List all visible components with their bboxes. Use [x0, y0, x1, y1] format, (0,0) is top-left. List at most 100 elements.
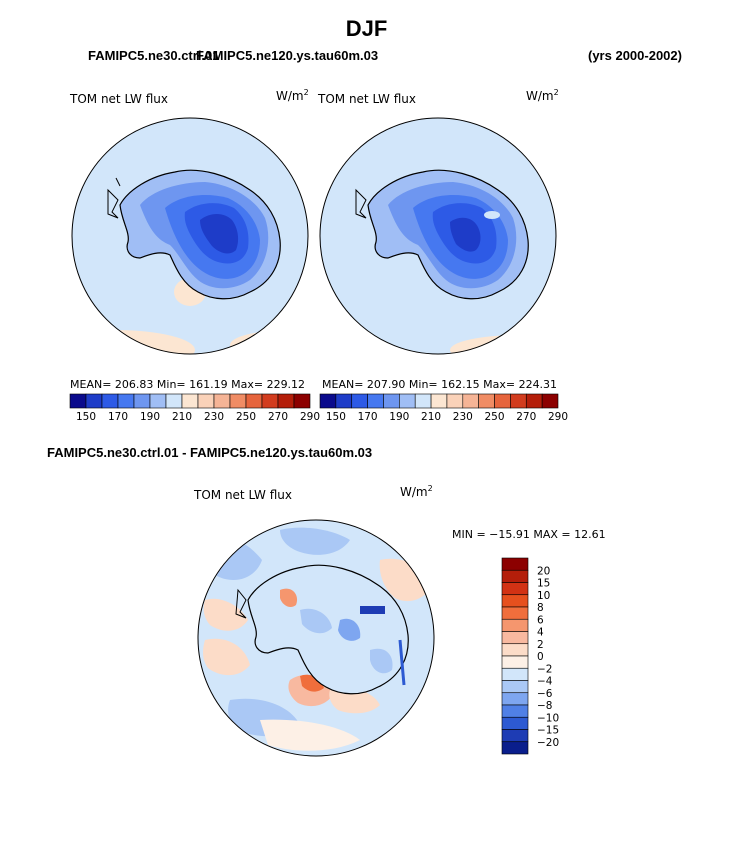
colorbar-swatch [149, 393, 167, 409]
colorbar-tick-label: −2 [537, 663, 552, 675]
diff-map-border [197, 519, 435, 757]
colorbar-tick-label: 230 [204, 411, 224, 423]
colorbar-tick-label: 4 [537, 627, 544, 639]
colorbar-tick-label: 210 [421, 411, 441, 423]
colorbar-swatch [501, 716, 529, 730]
diff-map [198, 520, 434, 756]
colorbar-swatch [293, 393, 311, 409]
colorbar-swatch [319, 393, 337, 409]
colorbar-swatch [399, 393, 416, 409]
colorbar-swatch [501, 680, 529, 694]
colorbar-tick-label: −10 [537, 712, 559, 724]
colorbar-swatch [501, 618, 529, 632]
right-map-border [319, 117, 557, 355]
colorbar-swatch [501, 655, 529, 669]
colorbar-tick-label: 0 [537, 651, 544, 663]
colorbar-tick-label: 150 [326, 411, 346, 423]
colorbar-swatch [133, 393, 151, 409]
left-map-border [71, 117, 309, 355]
colorbar-tick-label: 8 [537, 602, 544, 614]
right-years-label: (yrs 2000-2002) [588, 48, 682, 63]
page-title: DJF [345, 16, 388, 41]
left-units-label: W/m2 [276, 88, 309, 103]
colorbar-swatch [261, 393, 279, 409]
colorbar-swatch [501, 606, 529, 620]
colorbar-swatch [478, 393, 495, 409]
colorbar-swatch [229, 393, 247, 409]
colorbar-swatch [383, 393, 400, 409]
right-map [320, 118, 556, 354]
diff-units-label: W/m2 [400, 484, 433, 499]
colorbar-swatch [101, 393, 119, 409]
right-case-label: FAMIPC5.ne120.ys.tau60m.03 [196, 48, 379, 63]
colorbar-swatch [181, 393, 199, 409]
right-colorbar: 150 170 190 210 230 250 270 290 [319, 393, 568, 423]
colorbar-tick-label: 250 [236, 411, 256, 423]
colorbar-swatch [501, 741, 529, 755]
colorbar-swatch [501, 557, 529, 571]
colorbar-swatch [414, 393, 432, 409]
colorbar-swatch [501, 582, 529, 596]
colorbar-swatch [501, 704, 529, 718]
colorbar-tick-label: 10 [537, 590, 550, 602]
left-colorbar: 150 170 190 210 230 250 270 290 [69, 393, 320, 423]
colorbar-swatch [430, 393, 448, 409]
colorbar-tick-label: 190 [140, 411, 160, 423]
colorbar-tick-label: 150 [76, 411, 96, 423]
colorbar-tick-label: 250 [485, 411, 505, 423]
colorbar-swatch [541, 393, 559, 409]
left-map [72, 118, 308, 354]
right-units-label: W/m2 [526, 88, 559, 103]
colorbar-tick-label: 290 [548, 411, 568, 423]
right-stats: MEAN= 207.90 Min= 162.15 Max= 224.31 [322, 378, 558, 391]
colorbar-swatch [277, 393, 295, 409]
colorbar-swatch [501, 594, 529, 608]
left-variable-label: TOM net LW flux [70, 92, 168, 106]
colorbar-tick-label: −8 [537, 700, 552, 712]
colorbar-tick-label: 190 [389, 411, 409, 423]
colorbar-swatch [501, 643, 529, 657]
colorbar-tick-label: 170 [358, 411, 378, 423]
colorbar-swatch [501, 667, 529, 681]
colorbar-tick-label: 6 [537, 614, 544, 626]
colorbar-tick-label: 230 [453, 411, 473, 423]
colorbar-swatch [69, 393, 87, 409]
colorbar-tick-label: −4 [537, 676, 553, 688]
colorbar-tick-label: 290 [300, 411, 320, 423]
colorbar-swatch [494, 393, 511, 409]
colorbar-swatch [165, 393, 183, 409]
colorbar-swatch [367, 393, 384, 409]
colorbar-swatch [501, 729, 529, 743]
diff-stats: MIN = −15.91 MAX = 12.61 [452, 528, 606, 541]
diff-variable-label: TOM net LW flux [194, 488, 292, 502]
left-stats: MEAN= 206.83 Min= 161.19 Max= 229.12 [70, 378, 306, 391]
colorbar-tick-label: 210 [172, 411, 192, 423]
colorbar-tick-label: −6 [537, 688, 553, 700]
colorbar-swatch [462, 393, 479, 409]
colorbar-swatch [501, 631, 529, 645]
colorbar-tick-label: 20 [537, 565, 550, 577]
colorbar-tick-label: 15 [537, 578, 550, 590]
colorbar-swatch [525, 393, 543, 409]
right-variable-label: TOM net LW flux [318, 92, 416, 106]
colorbar-tick-label: 170 [108, 411, 128, 423]
colorbar-swatch [446, 393, 464, 409]
colorbar-swatch [117, 393, 135, 409]
colorbar-tick-label: −20 [537, 737, 559, 749]
colorbar-swatch [510, 393, 527, 409]
colorbar-tick-label: 270 [268, 411, 288, 423]
diff-title: FAMIPC5.ne30.ctrl.01 - FAMIPC5.ne120.ys.… [47, 445, 373, 460]
colorbar-tick-label: 270 [516, 411, 536, 423]
colorbar-swatch [213, 393, 231, 409]
colorbar-tick-label: 2 [537, 639, 544, 651]
colorbar-swatch [197, 393, 215, 409]
colorbar-swatch [245, 393, 263, 409]
colorbar-swatch [85, 393, 103, 409]
left-case-label: FAMIPC5.ne30.ctrl.01 [88, 48, 220, 63]
colorbar-tick-label: −15 [537, 725, 559, 737]
colorbar-swatch [501, 692, 529, 706]
colorbar-swatch [351, 393, 368, 409]
colorbar-swatch [501, 569, 529, 583]
